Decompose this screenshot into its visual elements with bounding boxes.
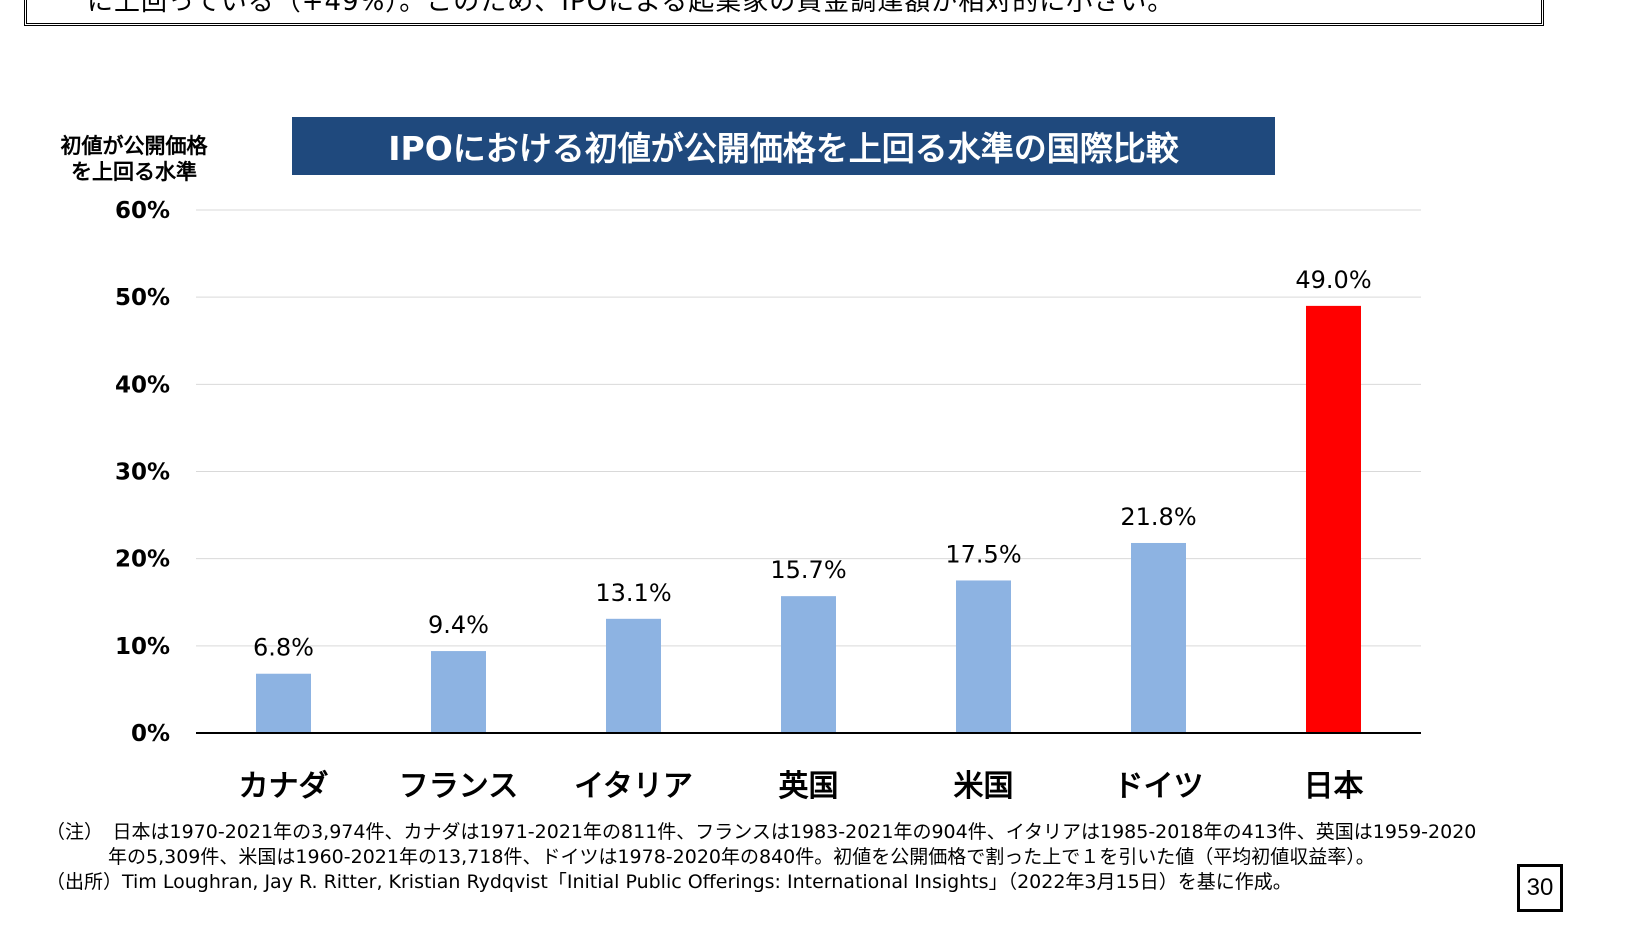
page-number: 30 [1517,864,1563,912]
data-label: 21.8% [1120,503,1196,531]
x-tick-label: フランス [399,769,518,804]
data-label: 13.1% [595,579,671,607]
y-tick-label: 60% [115,198,170,224]
bar [956,580,1011,733]
y-axis-label-line2: を上回る水準 [71,160,197,184]
data-label: 15.7% [770,556,846,584]
x-tick-label: 米国 [954,769,1014,804]
x-tick-label: 日本 [1304,769,1364,804]
data-label: 6.8% [253,634,314,662]
y-tick-label: 40% [115,372,170,398]
bar [256,673,311,733]
data-label: 17.5% [945,540,1021,568]
bar [1306,305,1361,733]
bar [781,596,836,733]
y-tick-label: 30% [115,460,170,486]
x-tick-label: イタリア [574,769,693,804]
chart-title: IPOにおける初値が公開価格を上回る水準の国際比較 [292,117,1275,175]
source-line: （出所）Tim Loughran, Jay R. Ritter, Kristia… [46,871,1292,893]
summary-box: に上回っている（+49%）。このため、IPOによる起業家の資金調達額が相対的に小… [24,0,1544,26]
bar [606,618,661,733]
y-axis-label-line1: 初値が公開価格 [60,134,208,158]
bar [431,651,486,733]
x-tick-label: ドイツ [1114,769,1204,804]
footnotes: （注） 日本は1970-2021年の3,974件、カナダは1971-2021年の… [46,820,1516,895]
y-tick-label: 50% [115,285,170,311]
note-line-2: 年の5,309件、米国は1960-2021年の13,718件、ドイツは1978-… [108,846,1375,868]
y-tick-label: 20% [115,547,170,573]
y-tick-label: 0% [131,721,170,747]
x-tick-label: カナダ [239,769,329,804]
bar [1131,542,1186,733]
y-axis-label: 初値が公開価格 を上回る水準 [44,133,224,185]
data-label: 49.0% [1295,266,1371,294]
data-label: 9.4% [428,611,489,639]
x-tick-label: 英国 [779,769,839,804]
note-line-1: （注） 日本は1970-2021年の3,974件、カナダは1971-2021年の… [46,821,1477,843]
summary-text: に上回っている（+49%）。このため、IPOによる起業家の資金調達額が相対的に小… [87,0,1175,17]
y-tick-label: 10% [115,634,170,660]
